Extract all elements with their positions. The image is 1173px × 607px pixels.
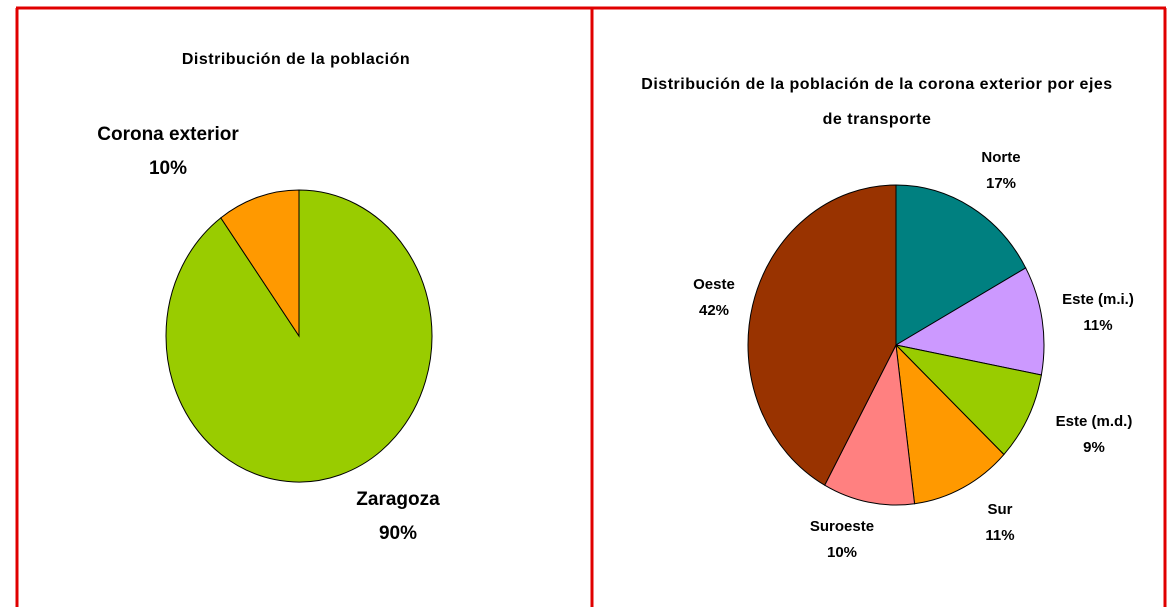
- slice-value-label: 17%: [986, 175, 1016, 192]
- pie-slice: [824, 343, 916, 506]
- slice-value-label: 11%: [1083, 317, 1112, 334]
- pie-slice: [747, 184, 897, 486]
- slice-value-label: 42%: [699, 302, 729, 319]
- chart-title: Distribución de la población de la coron…: [641, 76, 1112, 128]
- slice-label: Sur: [987, 501, 1012, 518]
- slice-label: Oeste: [693, 276, 735, 293]
- slice-value-label: 11%: [985, 527, 1014, 544]
- slice-value-label: 9%: [1083, 439, 1105, 456]
- pie-slice: [895, 184, 1027, 346]
- slice-value-label: 10%: [827, 544, 857, 561]
- slice-label: Zaragoza: [356, 489, 440, 510]
- pie-slice: [894, 267, 1045, 376]
- slice-label: Suroeste: [810, 518, 874, 535]
- slice-label: Este (m.d.): [1056, 413, 1133, 430]
- chart-title: Distribución de la población: [182, 51, 410, 68]
- slice-value-label: 90%: [379, 523, 417, 544]
- pie-slice: [220, 189, 300, 338]
- pie-slice: [894, 344, 1042, 456]
- pie-slice: [895, 343, 1005, 505]
- slice-label: Norte: [981, 149, 1020, 166]
- slice-label: Este (m.i.): [1062, 291, 1134, 308]
- slice-label: Corona exterior: [97, 124, 239, 145]
- chart-title-text: Distribución de la población: [182, 51, 410, 68]
- slice-value-label: 10%: [149, 158, 187, 179]
